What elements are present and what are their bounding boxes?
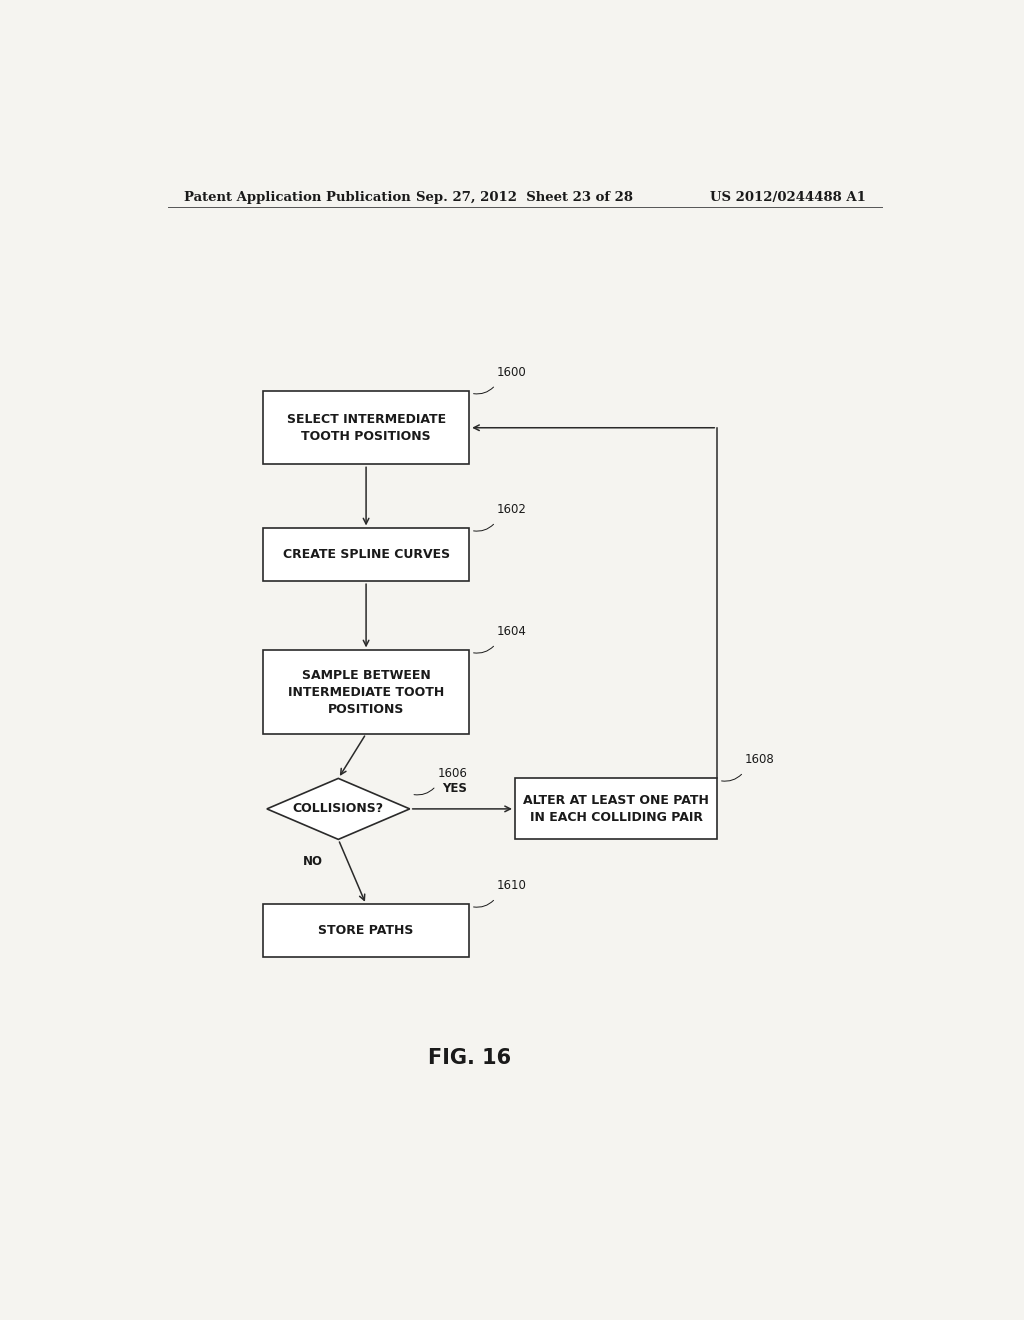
Text: YES: YES <box>442 781 467 795</box>
Text: 1608: 1608 <box>745 754 775 766</box>
Text: STORE PATHS: STORE PATHS <box>318 924 414 937</box>
Text: SELECT INTERMEDIATE
TOOTH POSITIONS: SELECT INTERMEDIATE TOOTH POSITIONS <box>287 413 445 442</box>
Text: FIG. 16: FIG. 16 <box>428 1048 511 1068</box>
Bar <box>263 391 469 465</box>
Polygon shape <box>267 779 410 840</box>
Text: 1610: 1610 <box>497 879 527 892</box>
Text: Sep. 27, 2012  Sheet 23 of 28: Sep. 27, 2012 Sheet 23 of 28 <box>417 190 633 203</box>
Bar <box>263 904 469 957</box>
Text: ALTER AT LEAST ONE PATH
IN EACH COLLIDING PAIR: ALTER AT LEAST ONE PATH IN EACH COLLIDIN… <box>523 793 709 824</box>
Text: CREATE SPLINE CURVES: CREATE SPLINE CURVES <box>283 548 450 561</box>
Text: 1606: 1606 <box>437 767 467 780</box>
Bar <box>263 651 469 734</box>
Text: COLLISIONS?: COLLISIONS? <box>293 803 384 816</box>
Text: Patent Application Publication: Patent Application Publication <box>183 190 411 203</box>
Text: SAMPLE BETWEEN
INTERMEDIATE TOOTH
POSITIONS: SAMPLE BETWEEN INTERMEDIATE TOOTH POSITI… <box>288 668 444 715</box>
Text: NO: NO <box>302 855 323 869</box>
Bar <box>515 779 717 840</box>
Text: 1602: 1602 <box>497 503 527 516</box>
Text: 1600: 1600 <box>497 366 526 379</box>
Text: US 2012/0244488 A1: US 2012/0244488 A1 <box>711 190 866 203</box>
Text: 1604: 1604 <box>497 626 527 638</box>
Bar <box>263 528 469 581</box>
